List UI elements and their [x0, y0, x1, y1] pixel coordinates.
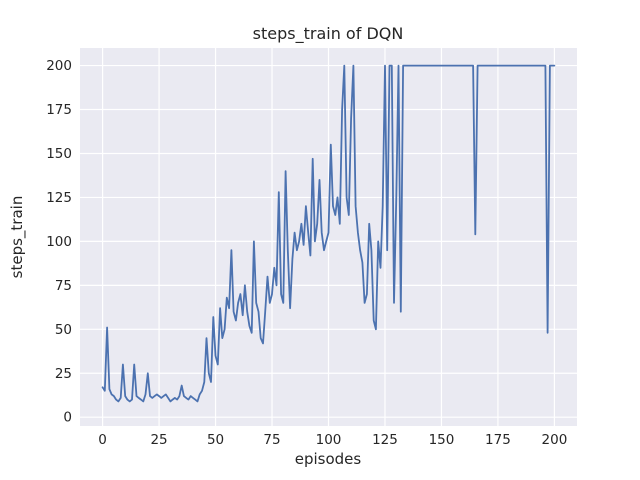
x-axis-label: episodes: [295, 450, 362, 468]
tick-label: 175: [485, 432, 511, 448]
y-tick-labels: 0 25 50 75 100 125 150 175 200: [46, 58, 72, 426]
tick-label: 125: [372, 432, 398, 448]
gridlines: [80, 48, 577, 426]
tick-label: 200: [542, 432, 568, 448]
tick-label: 100: [46, 234, 72, 250]
tick-label: 50: [55, 322, 72, 338]
tick-label: 125: [46, 190, 72, 206]
tick-label: 150: [429, 432, 455, 448]
tick-label: 0: [63, 410, 72, 426]
tick-label: 200: [46, 58, 72, 74]
tick-label: 25: [150, 432, 167, 448]
tick-label: 75: [55, 278, 72, 294]
y-axis-label: steps_train: [8, 196, 27, 279]
tick-label: 25: [55, 366, 72, 382]
chart-title: steps_train of DQN: [253, 24, 404, 44]
series-line-dqn: [101, 64, 556, 403]
tick-label: 50: [207, 432, 224, 448]
tick-label: 0: [98, 432, 107, 448]
tick-label: 175: [46, 102, 72, 118]
x-tick-labels: 0 25 50 75 100 125 150 175 200: [98, 432, 567, 448]
tick-label: 75: [263, 432, 280, 448]
tick-label: 100: [316, 432, 342, 448]
tick-label: 150: [46, 146, 72, 162]
